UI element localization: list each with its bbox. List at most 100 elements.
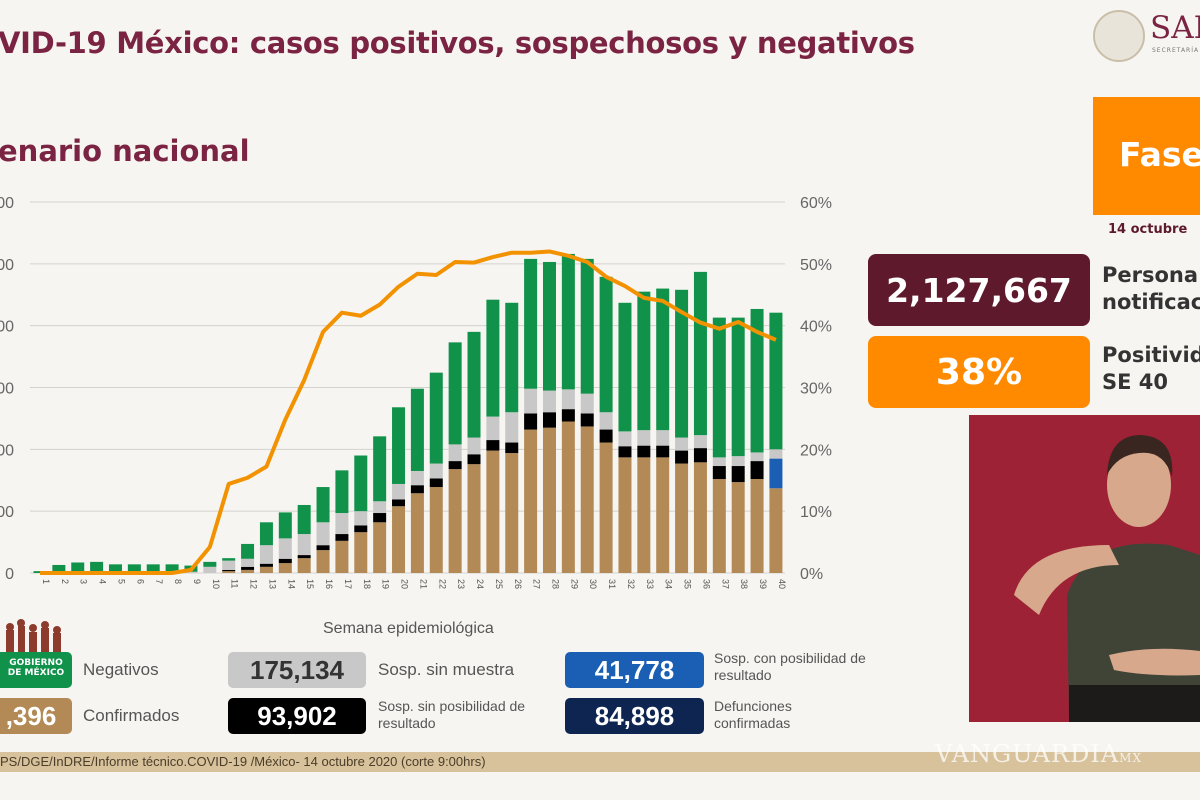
x-tick-label: 17 <box>343 579 353 589</box>
bar-confirmados <box>637 457 651 573</box>
x-tick-label: 22 <box>437 579 447 589</box>
bar-confirmados <box>712 479 726 573</box>
bar-sosp-sin-posibilidad-de-resultado <box>297 555 311 559</box>
bar-negativos <box>731 317 745 457</box>
bar-sosp-sin-posibilidad-de-resultado <box>259 563 273 567</box>
legend-sin-muestra-value: 175,134 <box>228 652 366 688</box>
bar-negativos <box>52 564 66 572</box>
x-tick-label: 28 <box>550 579 560 589</box>
bar-sosp-sin-muestra <box>505 412 519 443</box>
bar-confirmados <box>316 550 330 573</box>
bar-confirmados <box>354 532 368 573</box>
bar-negativos <box>524 258 538 389</box>
national-seal-icon <box>1093 10 1145 62</box>
sign-language-interpreter-video <box>969 415 1200 722</box>
bar-sosp-sin-posibilidad-de-resultado <box>278 558 292 564</box>
left-tick-label: 00 <box>0 257 14 274</box>
bar-negativos <box>241 543 255 559</box>
bar-confirmados <box>731 482 745 573</box>
left-tick-label: 00 <box>0 381 14 398</box>
bar-sosp-sin-posibilidad-de-resultado <box>693 448 707 463</box>
bar-sosp-sin-posibilidad-de-resultado <box>316 545 330 551</box>
bar-sosp-sin-posibilidad-de-resultado <box>467 454 481 465</box>
bar-sosp-sin-muestra <box>524 388 538 414</box>
chart-subtitle: enario nacional <box>0 134 250 168</box>
bar-sosp-sin-muestra <box>259 545 273 564</box>
x-tick-label: 40 <box>777 579 787 589</box>
bar-sosp-sin-posibilidad-de-resultado <box>599 429 613 443</box>
bar-sosp-sin-muestra <box>316 522 330 546</box>
bar-sosp-sin-muestra <box>712 457 726 467</box>
bar-confirmados <box>693 462 707 573</box>
x-tick-label: 14 <box>286 579 296 589</box>
agency-logo: SAL <box>1150 10 1200 46</box>
right-tick-label: 50% <box>800 257 832 274</box>
bar-confirmados <box>618 457 632 573</box>
bar-sosp-sin-posibilidad-de-resultado <box>561 409 575 422</box>
x-tick-label: 3 <box>79 579 89 584</box>
bar-negativos <box>467 331 481 438</box>
bar-negativos <box>90 561 104 572</box>
bar-negativos <box>165 564 179 572</box>
bar-confirmados <box>486 450 500 573</box>
bar-confirmados <box>259 566 273 573</box>
bar-confirmados <box>448 469 462 573</box>
bar-sosp-sin-muestra <box>769 449 783 459</box>
left-tick-label: 0 <box>5 566 14 583</box>
bar-sosp-sin-posibilidad-de-resultado <box>335 534 349 541</box>
bar-sosp-sin-posibilidad-de-resultado <box>486 440 500 451</box>
bar-negativos <box>335 470 349 514</box>
bar-sosp-sin-muestra <box>335 513 349 535</box>
right-tick-label: 30% <box>800 381 832 398</box>
legend-con-posibilidad-value: 41,778 <box>565 652 704 688</box>
bar-sosp-sin-muestra <box>656 430 670 446</box>
bar-confirmados <box>505 453 519 573</box>
page-title: VID-19 México: casos positivos, sospecho… <box>0 26 915 60</box>
notified-persons-value: 2,127,667 <box>868 254 1090 326</box>
x-tick-label: 31 <box>607 579 617 589</box>
bar-negativos <box>618 302 632 432</box>
x-tick-label: 5 <box>116 579 126 584</box>
x-tick-label: 21 <box>418 579 428 589</box>
right-tick-label: 0% <box>800 566 823 583</box>
bar-negativos <box>127 564 141 572</box>
x-tick-label: 33 <box>645 579 655 589</box>
bar-confirmados <box>675 463 689 573</box>
x-tick-label: 26 <box>513 579 523 589</box>
bar-sosp-sin-posibilidad-de-resultado <box>712 466 726 480</box>
bar-negativos <box>373 436 387 502</box>
x-tick-label: 38 <box>739 579 749 589</box>
phase-label: Fase <box>1119 135 1200 174</box>
bar-confirmados <box>278 563 292 573</box>
bar-sosp-sin-muestra <box>731 456 745 467</box>
bar-negativos <box>71 562 85 572</box>
x-tick-label: 16 <box>324 579 334 589</box>
bar-sosp-sin-posibilidad-de-resultado <box>750 461 764 480</box>
x-tick-label: 12 <box>249 579 259 589</box>
bar-confirmados <box>222 571 236 573</box>
bar-sosp-sin-muestra <box>410 470 424 486</box>
legend-sin-muestra-label: Sosp. sin muestra <box>378 660 515 679</box>
bar-confirmados <box>392 506 406 573</box>
x-tick-label: 8 <box>173 579 183 584</box>
right-tick-label: 60% <box>800 195 832 212</box>
bar-confirmados <box>410 493 424 573</box>
bar-confirmados <box>750 479 764 573</box>
bar-confirmados <box>769 488 783 573</box>
bar-sosp-sin-posibilidad-de-resultado <box>410 485 424 494</box>
legend-sin-posibilidad-value: 93,902 <box>228 698 366 734</box>
left-tick-label: 00 <box>0 504 14 521</box>
bar-sosp-sin-muestra <box>467 437 481 455</box>
bar-negativos <box>316 487 330 523</box>
x-tick-label: 9 <box>192 579 202 584</box>
agency-sub: SECRETARÍA <box>1152 47 1200 54</box>
legend-confirmados-value: ,396 <box>0 698 72 734</box>
bar-negativos <box>561 253 575 390</box>
bar-sosp-sin-muestra <box>750 452 764 462</box>
bar-confirmados <box>542 427 556 573</box>
x-tick-label: 11 <box>230 579 240 588</box>
bar-sosp-sin-muestra <box>542 390 556 413</box>
bar-sosp-sin-posibilidad-de-resultado <box>354 525 368 533</box>
x-tick-label: 19 <box>381 579 391 589</box>
x-tick-label: 30 <box>588 579 598 589</box>
